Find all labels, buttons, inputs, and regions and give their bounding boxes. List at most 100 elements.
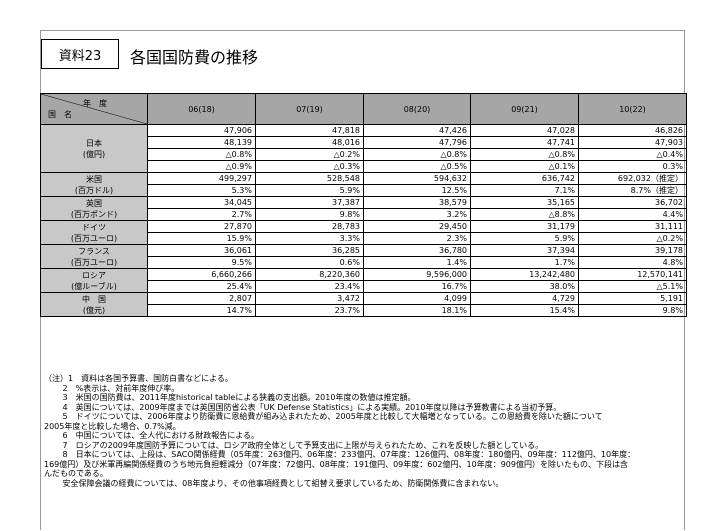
value-cell: 48,139 bbox=[147, 136, 256, 149]
value-cell: △0.8% bbox=[363, 148, 471, 161]
value-cell: 36,702 bbox=[578, 196, 687, 209]
value-cell: 39,178 bbox=[578, 244, 687, 257]
table-header-row: 年 度 国 名 06(18) 07(19) 08(20) 09(21) 10(2… bbox=[40, 93, 687, 125]
year-header: 07(19) bbox=[255, 93, 364, 125]
table-row: 日本 (億円) 47,906 47,818 47,426 47,028 46,826 bbox=[40, 124, 687, 173]
value-cell: 48,016 bbox=[255, 136, 364, 149]
value-cell: 528,548 bbox=[255, 172, 364, 185]
table-row: △0.9% △0.3% △0.5% △0.1% 0.3% bbox=[41, 160, 687, 173]
value-cell: 3.3% bbox=[255, 232, 364, 245]
value-cell: 34,045 bbox=[147, 196, 256, 209]
value-cell: 47,796 bbox=[363, 136, 471, 149]
value-cell: 47,818 bbox=[255, 124, 364, 137]
header-corner: 年 度 国 名 bbox=[40, 93, 148, 125]
value-cell: 1.7% bbox=[470, 256, 579, 269]
country-unit: (百万ユーロ) bbox=[70, 233, 118, 243]
table-row: 米国 (百万ドル) 499,297 528,548 594,632 636,742 692,… bbox=[40, 172, 687, 197]
value-cell: 594,632 bbox=[363, 172, 471, 185]
value-cell: 16.7% bbox=[363, 280, 471, 293]
value-cell: 23.4% bbox=[255, 280, 364, 293]
value-cell: 38,579 bbox=[363, 196, 471, 209]
value-cell: 31,179 bbox=[470, 220, 579, 233]
country-cell: ロシア (億ルーブル) bbox=[40, 268, 148, 293]
value-cell: 2.7% bbox=[147, 208, 256, 221]
country-cell: フランス (百万ユーロ) bbox=[40, 244, 148, 269]
value-cell: 2.3% bbox=[363, 232, 471, 245]
value-cell: 35,165 bbox=[470, 196, 579, 209]
value-cell: 9.8% bbox=[578, 304, 687, 317]
year-header: 09(21) bbox=[470, 93, 579, 125]
table-body: 日本 (億円) 47,906 47,818 47,426 47,028 46,826 48,1… bbox=[40, 124, 687, 317]
table-row: 2.7% 9.8% 3.2% △8.8% 4.4% bbox=[41, 208, 687, 221]
defense-budget-table: 年 度 国 名 06(18) 07(19) 08(20) 09(21) 10(2… bbox=[40, 93, 687, 317]
value-cell: 15.9% bbox=[147, 232, 256, 245]
table-row: 25.4% 23.4% 16.7% 38.0% △5.1% bbox=[41, 280, 687, 293]
country-unit: (億円) bbox=[82, 149, 106, 159]
value-cell: 692,032（推定） bbox=[578, 172, 687, 185]
note-line: （注）1 資料は各国予算書、国防白書などによる。 bbox=[44, 374, 233, 383]
value-cell: △5.1% bbox=[578, 280, 687, 293]
value-cell: 47,741 bbox=[470, 136, 579, 149]
note-line: 2 %表示は、対前年度伸び率。 bbox=[44, 383, 180, 393]
header-country-label: 国 名 bbox=[48, 110, 72, 119]
year-header: 08(20) bbox=[363, 93, 471, 125]
note-line: んだものである。 bbox=[44, 469, 108, 478]
value-cell: 37,394 bbox=[470, 244, 579, 257]
note-line: 5 ドイツについては、2006年度より防衛費に恩給費が組み込まれたため、2005… bbox=[44, 412, 603, 421]
value-cell: 0.6% bbox=[255, 256, 364, 269]
header-year-label: 年 度 bbox=[83, 99, 107, 108]
note-line: 3 米国の国防費は、2011年度historical tableによる狭義の支出… bbox=[44, 393, 416, 402]
value-cell: △8.8% bbox=[470, 208, 579, 221]
value-cell: 5.3% bbox=[147, 184, 256, 197]
value-cell: 0.3% bbox=[578, 160, 687, 173]
value-cell: 499,297 bbox=[147, 172, 256, 185]
value-cell: 18.1% bbox=[363, 304, 471, 317]
note-line: 2005年度と比較した場合、0.7%減。 bbox=[44, 421, 181, 431]
value-cell: 5.9% bbox=[255, 184, 364, 197]
notes-section: （注）1 資料は各国予算書、国防白書などによる。 2 %表示は、対前年度伸び率。… bbox=[44, 374, 684, 488]
country-unit: (億ルーブル) bbox=[71, 281, 117, 291]
note-line: 7 ロシアの2009年度国防予算については、ロシア政府全体として予算支出に上限が… bbox=[44, 440, 544, 450]
country-cell: 英国 (百万ポンド) bbox=[40, 196, 148, 221]
country-unit: (億元) bbox=[82, 305, 106, 315]
value-cell: 36,061 bbox=[147, 244, 256, 257]
value-cell: 28,783 bbox=[255, 220, 364, 233]
table-row: 英国 (百万ポンド) 34,045 37,387 38,579 35,165 36,702 bbox=[40, 196, 687, 221]
table-row: 5.3% 5.9% 12.5% 7.1% 8.7%（推定） bbox=[41, 184, 687, 197]
country-cell: ドイツ (百万ユーロ) bbox=[40, 220, 148, 245]
table-row: 14.7% 23.7% 18.1% 15.4% 9.8% bbox=[41, 304, 687, 317]
table-row: 9.5% 0.6% 1.4% 1.7% 4.8% bbox=[41, 256, 687, 269]
country-cell: 日本 (億円) bbox=[40, 124, 148, 173]
value-cell: 27,870 bbox=[147, 220, 256, 233]
value-cell: △0.2% bbox=[255, 148, 364, 161]
table-row: フランス (百万ユーロ) 36,061 36,285 36,780 37,394 39,17… bbox=[40, 244, 687, 269]
note-line: 8 日本については、上段は、SACO関係経費（05年度：263億円、06年度：2… bbox=[44, 450, 636, 459]
value-cell: 5.9% bbox=[470, 232, 579, 245]
value-cell: 14.7% bbox=[147, 304, 256, 317]
value-cell: 47,028 bbox=[470, 124, 579, 137]
value-cell: △0.4% bbox=[578, 148, 687, 161]
value-cell: △0.3% bbox=[255, 160, 364, 173]
value-cell: 46,826 bbox=[578, 124, 687, 137]
value-cell: 12,570,141 bbox=[578, 268, 687, 281]
value-cell: 29,450 bbox=[363, 220, 471, 233]
value-cell: 31,111 bbox=[578, 220, 687, 233]
value-cell: 4,099 bbox=[363, 292, 471, 305]
value-cell: 3.2% bbox=[363, 208, 471, 221]
value-cell: 25.4% bbox=[147, 280, 256, 293]
country-name: 日本 bbox=[86, 138, 102, 148]
country-name: フランス bbox=[78, 246, 110, 256]
value-cell: △0.9% bbox=[147, 160, 256, 173]
year-header: 10(22) bbox=[578, 93, 687, 125]
value-cell: 9.8% bbox=[255, 208, 364, 221]
country-name: ドイツ bbox=[82, 222, 106, 232]
value-cell: 36,780 bbox=[363, 244, 471, 257]
page-title: 各国国防費の推移 bbox=[130, 48, 259, 67]
value-cell: △0.8% bbox=[147, 148, 256, 161]
value-cell: 6,660,266 bbox=[147, 268, 256, 281]
value-cell: 36,285 bbox=[255, 244, 364, 257]
table-row: 中 国 (億元) 2,807 3,472 4,099 4,729 5,191 bbox=[40, 292, 687, 317]
country-cell: 米国 (百万ドル) bbox=[40, 172, 148, 197]
note-line: 安全保障会議の経費については、08年度より、その他事項経費として組替え要求してい… bbox=[44, 478, 504, 488]
country-cell: 中 国 (億元) bbox=[40, 292, 148, 317]
